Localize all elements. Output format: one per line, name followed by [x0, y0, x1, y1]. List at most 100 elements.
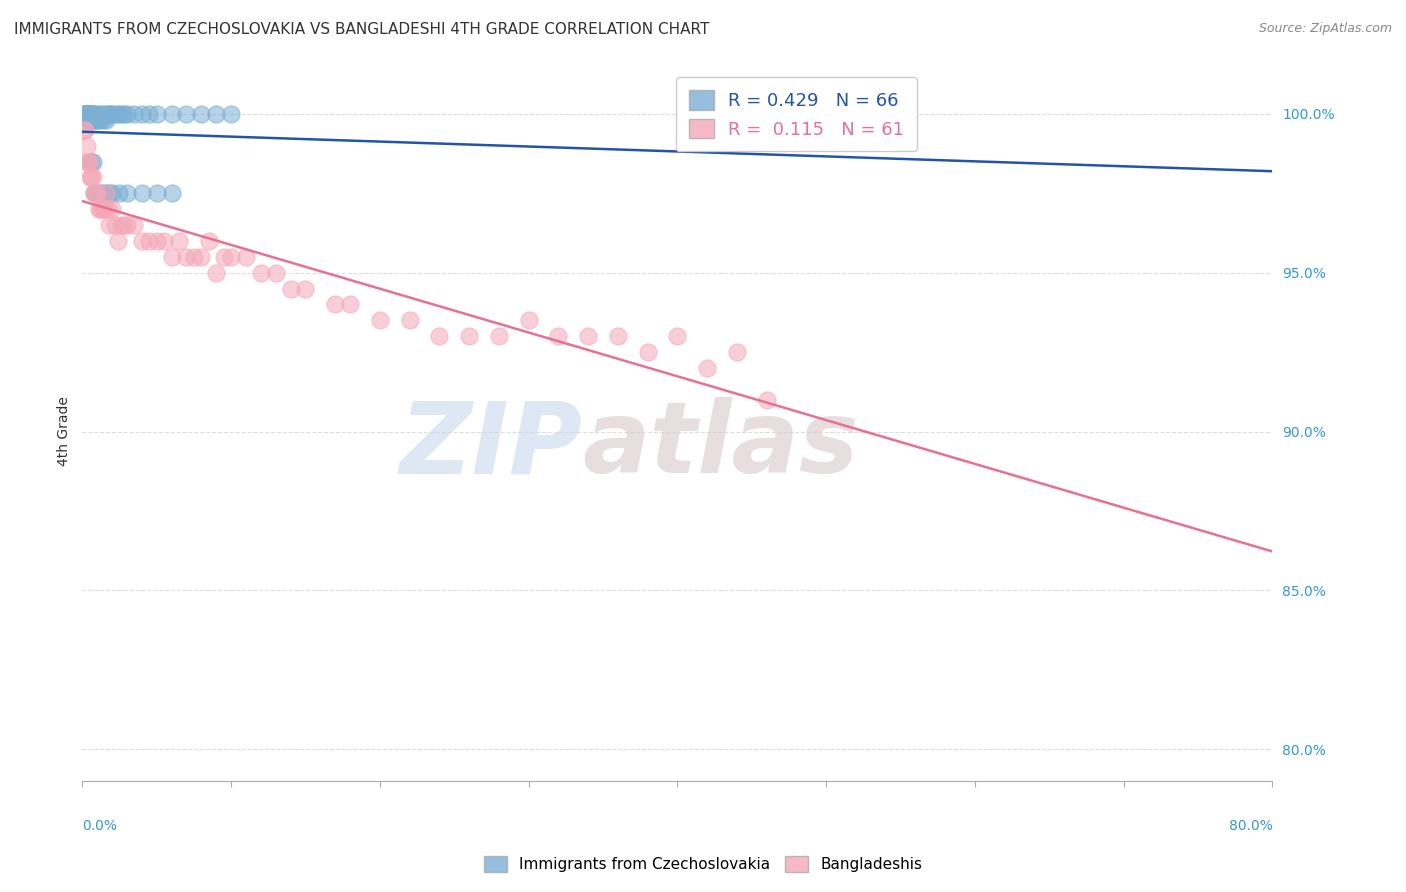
Point: [86, 186, 108, 201]
Point: [547, 329, 569, 343]
Text: IMMIGRANTS FROM CZECHOSLOVAKIA VS BANGLADESHI 4TH GRADE CORRELATION CHART: IMMIGRANTS FROM CZECHOSLOVAKIA VS BANGLA…: [14, 22, 710, 37]
Point: [97, 202, 120, 217]
Point: [153, 234, 176, 248]
Point: [176, 250, 198, 264]
Point: [427, 329, 450, 343]
Point: [79, 154, 101, 169]
Point: [89, 113, 111, 128]
Point: [160, 107, 183, 121]
Point: [183, 250, 205, 264]
Point: [197, 234, 219, 248]
Point: [86, 113, 108, 128]
Legend: R = 0.429   N = 66, R =  0.115   N = 61: R = 0.429 N = 66, R = 0.115 N = 61: [676, 78, 917, 152]
Point: [101, 186, 124, 201]
Point: [138, 234, 160, 248]
Point: [323, 297, 346, 311]
Point: [73, 123, 96, 137]
Point: [104, 218, 127, 232]
Point: [205, 107, 228, 121]
Point: [76, 107, 98, 121]
Point: [75, 107, 97, 121]
Point: [82, 170, 104, 185]
Point: [138, 107, 160, 121]
Point: [91, 113, 114, 128]
Point: [84, 113, 107, 128]
Point: [606, 329, 628, 343]
Point: [84, 113, 107, 128]
Point: [77, 113, 100, 128]
Point: [79, 107, 101, 121]
Point: [76, 107, 98, 121]
Point: [93, 107, 115, 121]
Text: ZIP: ZIP: [399, 397, 582, 494]
Point: [98, 186, 121, 201]
Point: [249, 266, 271, 280]
Point: [167, 234, 190, 248]
Point: [160, 250, 183, 264]
Point: [190, 107, 212, 121]
Point: [339, 297, 361, 311]
Point: [131, 107, 153, 121]
Point: [98, 107, 121, 121]
Y-axis label: 4th Grade: 4th Grade: [58, 397, 72, 467]
Point: [124, 218, 146, 232]
Point: [131, 186, 153, 201]
Point: [212, 250, 235, 264]
Point: [145, 186, 167, 201]
Point: [80, 154, 103, 169]
Point: [80, 107, 103, 121]
Point: [94, 186, 117, 201]
Point: [264, 266, 287, 280]
Point: [77, 107, 100, 121]
Point: [73, 107, 96, 121]
Point: [115, 218, 138, 232]
Point: [77, 154, 100, 169]
Point: [79, 154, 101, 169]
Point: [79, 170, 101, 185]
Point: [98, 218, 121, 232]
Point: [83, 186, 105, 201]
Point: [89, 186, 111, 201]
Point: [280, 282, 302, 296]
Text: 0.0%: 0.0%: [83, 819, 117, 833]
Point: [82, 113, 104, 128]
Point: [75, 123, 97, 137]
Point: [76, 138, 98, 153]
Point: [112, 107, 135, 121]
Point: [94, 113, 117, 128]
Point: [89, 202, 111, 217]
Point: [176, 107, 198, 121]
Point: [107, 234, 129, 248]
Point: [115, 107, 138, 121]
Point: [73, 107, 96, 121]
Legend: Immigrants from Czechoslovakia, Bangladeshis: Immigrants from Czechoslovakia, Banglade…: [477, 848, 929, 880]
Point: [84, 186, 107, 201]
Point: [124, 107, 146, 121]
Point: [517, 313, 540, 327]
Point: [235, 250, 257, 264]
Point: [86, 186, 108, 201]
Point: [666, 329, 689, 343]
Point: [368, 313, 391, 327]
Point: [83, 186, 105, 201]
Text: atlas: atlas: [582, 397, 859, 494]
Point: [86, 107, 108, 121]
Point: [101, 107, 124, 121]
Point: [79, 107, 101, 121]
Point: [93, 202, 115, 217]
Point: [112, 218, 135, 232]
Point: [725, 345, 748, 359]
Point: [76, 113, 98, 128]
Point: [115, 186, 138, 201]
Point: [97, 107, 120, 121]
Point: [87, 202, 110, 217]
Point: [160, 186, 183, 201]
Point: [73, 107, 96, 121]
Point: [90, 202, 112, 217]
Point: [107, 107, 129, 121]
Point: [398, 313, 420, 327]
Point: [755, 392, 778, 407]
Point: [205, 266, 228, 280]
Point: [101, 202, 124, 217]
Point: [145, 107, 167, 121]
